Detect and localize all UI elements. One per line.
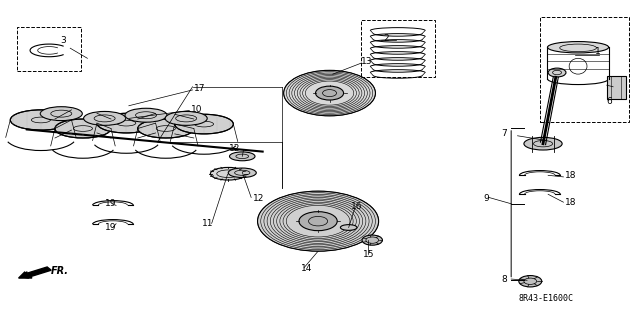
Text: 17: 17	[194, 85, 205, 93]
Ellipse shape	[230, 152, 255, 161]
Ellipse shape	[165, 111, 207, 125]
Ellipse shape	[228, 168, 256, 178]
Ellipse shape	[524, 137, 562, 150]
Ellipse shape	[547, 41, 609, 53]
Ellipse shape	[84, 111, 125, 125]
Text: 2: 2	[384, 34, 389, 43]
Text: 8: 8	[502, 275, 508, 284]
Text: 14: 14	[301, 264, 312, 273]
Circle shape	[257, 191, 379, 251]
Circle shape	[299, 212, 337, 231]
Text: 16: 16	[351, 202, 362, 211]
Ellipse shape	[211, 167, 246, 180]
Circle shape	[548, 68, 566, 77]
Ellipse shape	[340, 225, 357, 230]
Text: 19: 19	[104, 223, 116, 232]
Circle shape	[362, 235, 383, 245]
Text: 11: 11	[202, 219, 213, 228]
Text: 6: 6	[607, 97, 612, 107]
Ellipse shape	[138, 119, 194, 138]
Circle shape	[284, 70, 376, 116]
Text: 1: 1	[595, 48, 600, 56]
Text: FR.: FR.	[51, 266, 69, 276]
Text: 3: 3	[61, 36, 67, 45]
Bar	[540, 17, 629, 122]
Ellipse shape	[40, 107, 83, 121]
Bar	[17, 27, 81, 71]
Ellipse shape	[175, 114, 234, 134]
Ellipse shape	[10, 110, 72, 130]
Bar	[362, 20, 435, 77]
Circle shape	[316, 86, 344, 100]
Text: 8R43-E1600C: 8R43-E1600C	[518, 294, 573, 303]
Circle shape	[519, 276, 541, 287]
Bar	[607, 76, 626, 100]
Text: 18: 18	[565, 198, 577, 207]
Ellipse shape	[55, 119, 111, 138]
Text: 12: 12	[229, 144, 240, 153]
Ellipse shape	[97, 113, 156, 133]
Ellipse shape	[125, 108, 167, 122]
Text: 18: 18	[565, 171, 577, 181]
Text: 19: 19	[104, 199, 116, 208]
Text: 10: 10	[191, 105, 203, 114]
Text: 9: 9	[484, 194, 490, 203]
Text: 13: 13	[362, 57, 373, 66]
FancyArrow shape	[19, 267, 51, 278]
Text: 12: 12	[253, 194, 264, 203]
Text: 15: 15	[364, 250, 375, 259]
Text: 7: 7	[502, 129, 508, 138]
